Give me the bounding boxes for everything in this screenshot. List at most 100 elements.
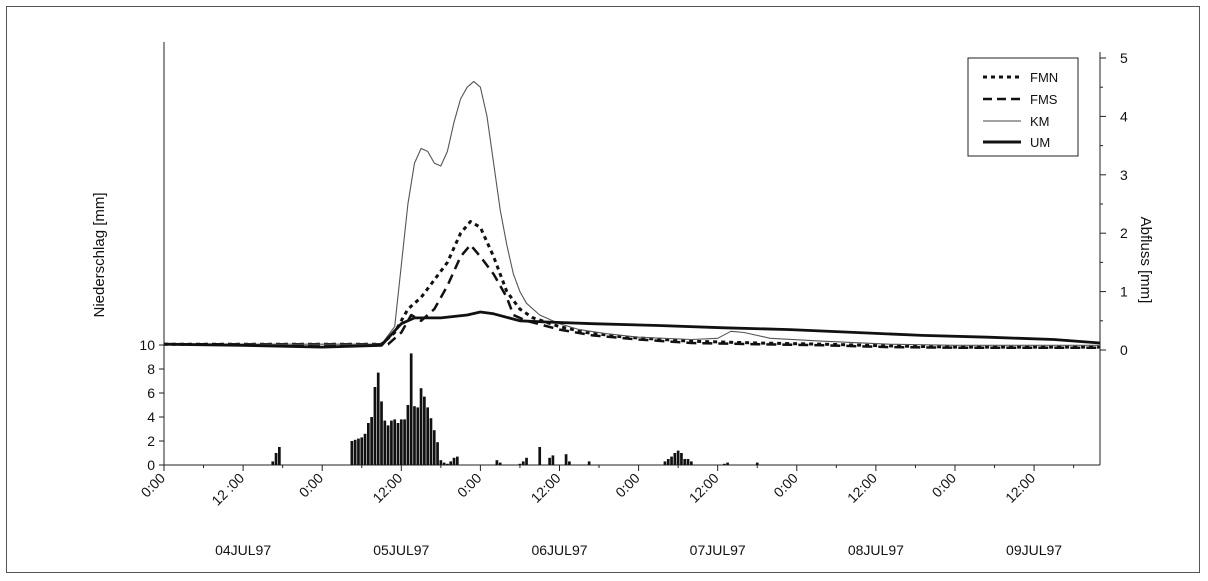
runoff-tick-label: 2	[1120, 225, 1128, 241]
precip-bar	[587, 461, 591, 465]
runoff-tick-label: 5	[1120, 50, 1128, 66]
precip-bar	[278, 447, 281, 465]
precip-tick-label: 0	[147, 457, 155, 473]
precip-bar	[373, 387, 377, 465]
precip-bar	[436, 442, 439, 465]
precip-bar	[755, 462, 759, 465]
precip-bar	[360, 437, 364, 465]
precip-bar	[396, 423, 400, 465]
precip-bar	[686, 459, 690, 465]
legend-km-label: KM	[1030, 114, 1050, 129]
precip-bar	[683, 459, 687, 465]
runoff-tick-label: 0	[1120, 342, 1128, 358]
x-time-tick-label: 12:00	[686, 470, 722, 506]
x-time-tick-label: 12:00	[844, 470, 880, 506]
x-day-label: 06JUL97	[531, 542, 587, 558]
axes-layer	[159, 42, 1106, 471]
precip-bar	[370, 417, 373, 465]
runoff-line-fms	[164, 243, 1100, 349]
legend: FMN FMS KM UM	[967, 57, 1079, 157]
x-time-tick-label: 0:00	[929, 470, 960, 501]
precip-bar	[446, 463, 449, 465]
precip-bar	[419, 388, 423, 465]
runoff-line-km	[164, 80, 1100, 346]
precip-bar	[525, 457, 528, 465]
x-time-tick-label: 0:00	[770, 470, 801, 501]
x-day-label: 08JUL97	[848, 542, 904, 558]
precip-bar	[689, 461, 693, 465]
precip-bar	[551, 455, 555, 465]
x-time-tick-label: 0:00	[612, 470, 643, 501]
precip-bar	[680, 453, 683, 465]
x-day-label: 09JUL97	[1006, 542, 1062, 558]
precip-bar	[350, 441, 354, 465]
precip-bar	[564, 454, 568, 465]
precip-bar	[449, 461, 453, 465]
precip-tick-label: 4	[147, 409, 155, 425]
legend-fms-label: FMS	[1030, 92, 1058, 107]
precip-bar	[353, 439, 357, 465]
precip-tick-label: 10	[139, 337, 155, 353]
precip-tick-label: 6	[147, 385, 155, 401]
precip-bar	[376, 372, 380, 465]
x-time-tick-label: 0:00	[138, 470, 169, 501]
precip-bar	[676, 450, 680, 465]
x-time-tick-label: 0:00	[454, 470, 485, 501]
runoff-tick-label: 4	[1120, 108, 1128, 124]
precip-bar	[413, 406, 416, 465]
precip-bar	[426, 407, 430, 465]
x-time-tick-label: 12:00	[1002, 470, 1038, 506]
runoff-lines	[163, 80, 1101, 349]
x-time-tick-label: 12:00	[528, 470, 564, 506]
precip-bar	[357, 438, 360, 465]
x-day-label: 05JUL97	[373, 542, 429, 558]
runoff-tick-label: 3	[1120, 167, 1128, 183]
precip-bar	[380, 401, 383, 465]
precip-bar	[393, 419, 397, 465]
precip-bar	[409, 353, 413, 465]
precip-bar	[521, 461, 525, 465]
precip-bar	[670, 456, 673, 465]
runoff-tick-label: 1	[1120, 284, 1128, 300]
precip-bars	[271, 353, 759, 465]
x-time-tick-label: 0:00	[296, 470, 327, 501]
precip-bar	[722, 463, 726, 465]
precip-bar	[673, 453, 677, 465]
precip-bar	[383, 420, 387, 465]
precip-bar	[429, 418, 433, 465]
precip-bar	[363, 433, 367, 465]
precip-bar	[366, 423, 370, 465]
precip-bar	[386, 425, 390, 465]
precip-tick-label: 2	[147, 433, 155, 449]
precip-tick-label: 8	[147, 361, 155, 377]
precip-bar	[455, 456, 459, 465]
precip-bar	[548, 457, 551, 465]
precip-bar	[390, 420, 393, 465]
x-time-tick-label: 12 :00	[208, 470, 247, 509]
precip-bar	[271, 461, 275, 465]
legend-box	[967, 57, 1079, 157]
precip-bar	[538, 447, 542, 465]
precip-bar	[666, 459, 670, 465]
precip-bar	[423, 396, 426, 465]
precip-bar	[726, 462, 729, 465]
precip-bar	[663, 461, 667, 465]
x-day-label: 04JUL97	[215, 542, 271, 558]
precip-bar	[416, 407, 420, 465]
precip-bar	[406, 405, 410, 465]
legend-um-label: UM	[1030, 135, 1050, 150]
precip-bar	[518, 463, 522, 465]
precip-bar	[568, 461, 571, 465]
right-axis-title: Abfluss [mm]	[1137, 217, 1154, 304]
left-axis-title: Niederschlag [mm]	[91, 192, 108, 317]
runoff-line-fmn	[164, 220, 1100, 349]
precip-bar	[403, 419, 406, 465]
precip-bar	[452, 457, 456, 465]
precip-bar	[439, 460, 443, 465]
precip-bar	[442, 462, 446, 465]
x-time-tick-label: 12:00	[369, 470, 405, 506]
precip-bar	[399, 419, 403, 465]
precip-bar	[495, 460, 499, 465]
precip-bar	[498, 462, 502, 465]
